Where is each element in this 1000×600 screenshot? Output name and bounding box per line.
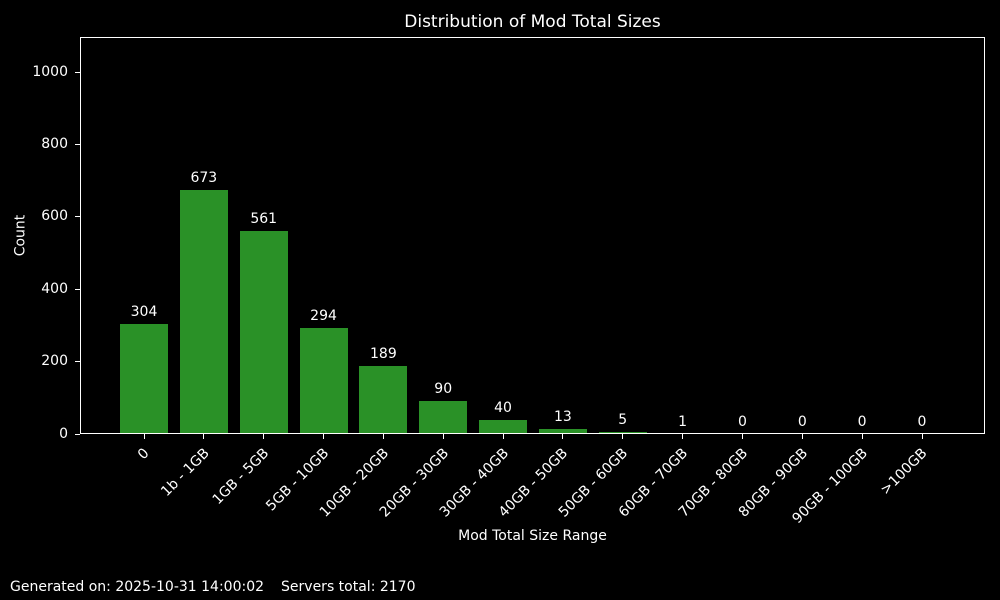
x-tick-mark [143,434,145,439]
bar-value-label: 189 [370,346,397,362]
y-tick-label: 800 [41,136,68,152]
x-tick-label: 1b - 1GB [157,445,213,500]
y-tick-label: 1000 [32,64,68,80]
generated-timestamp: Generated on: 2025-10-31 14:00:02 [10,579,265,595]
bar-value-label: 13 [554,409,572,425]
bar-value-label: 0 [857,414,867,430]
x-tick-label: 1GB - 5GB [209,445,273,509]
y-tick-label: 600 [41,208,68,224]
x-tick-mark [502,434,504,439]
x-tick-mark [382,434,384,439]
bar-value-label: 90 [434,381,453,397]
y-tick-mark [75,144,80,145]
bar-value-label: 5 [618,412,628,428]
x-tick-mark [203,434,205,439]
x-tick-mark [682,434,684,439]
x-tick-mark [622,434,624,439]
bar-value-label: 1 [678,414,688,430]
bar-value-label: 561 [250,211,278,227]
bar [359,366,408,434]
bar [419,401,468,434]
x-tick-mark [442,434,444,439]
bar-value-label: 294 [310,308,337,324]
bar-value-label: 40 [494,400,512,416]
bar-value-label: 304 [130,304,158,320]
y-tick-mark [75,361,80,362]
bar [120,324,168,434]
chart-title: Distribution of Mod Total Sizes [404,12,661,32]
plot-area: 304 673 561 294 189 90 40 13 5 1 0 0 0 0 [80,37,985,434]
bar-value-label: 0 [797,414,807,430]
x-tick-label: 0 [134,445,153,463]
bar-value-label: 0 [737,414,747,430]
y-tick-mark [75,434,80,435]
x-tick-mark [861,434,863,439]
x-tick-mark [741,434,743,439]
x-tick-mark [562,434,564,439]
y-tick-label: 200 [41,353,68,369]
y-tick-label: 0 [59,426,68,442]
x-axis-label: Mod Total Size Range [458,528,607,544]
servers-total: Servers total: 2170 [281,579,416,595]
bar [538,429,587,434]
x-tick-mark [921,434,923,439]
y-tick-mark [75,72,80,73]
x-tick-mark [801,434,803,439]
bar [479,420,528,434]
y-tick-mark [75,289,80,290]
y-tick-label: 400 [41,281,68,297]
bar-value-label: 673 [190,170,218,186]
y-tick-mark [75,216,80,217]
y-axis-label: Count [12,214,29,257]
x-tick-label: >100GB [877,445,931,499]
x-tick-mark [263,434,265,439]
x-tick-mark [323,434,325,439]
bar [299,328,348,434]
bar [179,190,228,434]
bar [239,231,288,434]
footer: Generated on: 2025-10-31 14:00:02 Servers… [10,579,416,595]
bar-value-label: 0 [917,414,927,430]
